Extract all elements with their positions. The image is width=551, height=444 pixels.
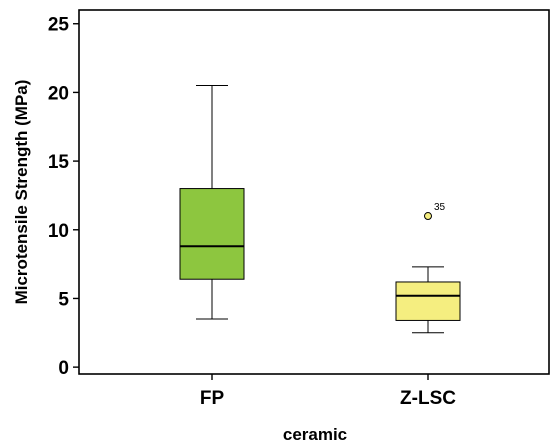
- x-axis-title: ceramic: [283, 425, 347, 444]
- plot-frame: [78, 9, 550, 375]
- y-tick-label: 10: [48, 221, 69, 242]
- y-tick-label: 25: [48, 15, 70, 36]
- y-tick-label: 15: [48, 152, 70, 173]
- outlier-label: 35: [434, 202, 446, 213]
- y-tick-label: 20: [48, 83, 69, 104]
- outlier-point: [424, 212, 432, 221]
- x-tick-label: FP: [200, 388, 225, 409]
- y-tick-label: 5: [58, 289, 69, 310]
- y-tick-label: 0: [58, 358, 69, 379]
- y-axis-title: Microtensile Strength (MPa): [12, 80, 31, 305]
- box-iqr: [395, 281, 461, 321]
- box-iqr: [179, 188, 245, 280]
- plot-area: 0 5 10 15 20 25 FP Z-LSC 35: [48, 9, 550, 409]
- x-tick-label: Z-LSC: [400, 388, 456, 409]
